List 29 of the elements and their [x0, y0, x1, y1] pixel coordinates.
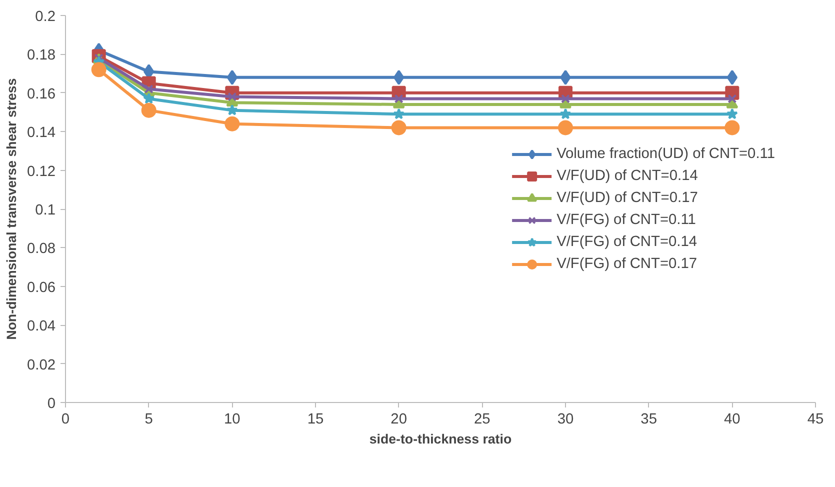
x-tick-label: 30 [557, 412, 574, 428]
y-tick-label: 0.02 [26, 357, 56, 374]
y-tick-label: 0.06 [26, 280, 56, 296]
x-tick-label: 40 [724, 412, 740, 428]
y-tick-label: 0.04 [26, 318, 56, 335]
y-tick-label: 0.14 [26, 125, 56, 142]
y-tick-label: 0.1 [35, 202, 56, 218]
y-tick-label: 0.2 [35, 9, 56, 25]
y-tick-label: 0.12 [26, 164, 56, 180]
legend-label: V/F(FG) of CNT=0.17 [556, 256, 698, 272]
legend-label: Volume fraction(UD) of CNT=0.11 [556, 146, 775, 162]
y-axis-title: Non-dimensional transverse shear stress [4, 78, 19, 340]
legend-label: V/F(FG) of CNT=0.11 [556, 212, 696, 228]
y-tick-label: 0.16 [26, 86, 56, 102]
legend-label: V/F(UD) of CNT=0.17 [556, 190, 698, 206]
legend-label: V/F(UD) of CNT=0.14 [556, 168, 698, 184]
legend-label: V/F(FG) of CNT=0.14 [556, 234, 698, 250]
x-tick-label: 10 [224, 412, 240, 428]
x-tick-label: 35 [640, 412, 657, 428]
x-tick-label: 0 [61, 412, 70, 428]
x-tick-label: 25 [474, 412, 490, 428]
x-tick-label: 20 [390, 412, 407, 428]
y-tick-label: 0 [47, 396, 56, 412]
x-tick-label: 45 [807, 412, 824, 428]
x-tick-label: 15 [307, 412, 324, 428]
y-tick-label: 0.18 [26, 48, 56, 64]
y-tick-label: 0.08 [26, 241, 56, 258]
x-tick-label: 5 [144, 412, 153, 428]
x-axis-title: side-to-thickness ratio [369, 432, 512, 446]
